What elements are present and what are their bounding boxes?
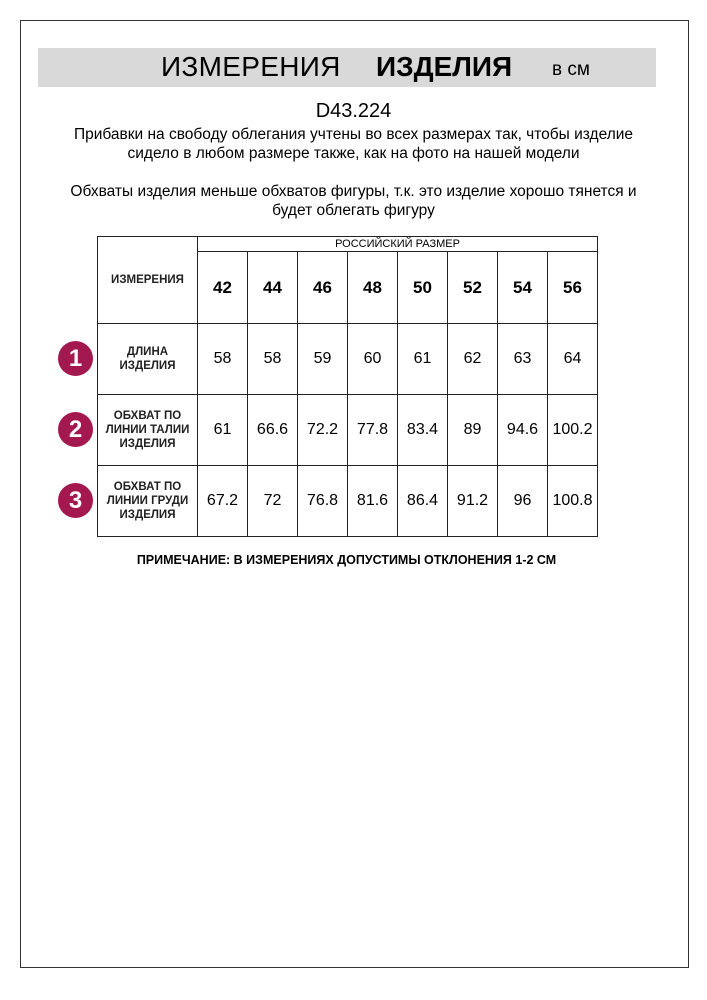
table-cell: 94.6	[497, 394, 548, 466]
table-cell: 61	[197, 394, 248, 466]
title-regular: ИЗМЕРЕНИЯ	[161, 51, 341, 82]
table-cell: 67.2	[197, 465, 248, 537]
page-frame	[20, 20, 689, 968]
row-label: ДЛИНА ИЗДЕЛИЯ	[97, 323, 198, 395]
size-42: 42	[197, 251, 248, 324]
size-56: 56	[547, 251, 598, 324]
table-cell: 100.2	[547, 394, 598, 466]
table-cell: 61	[397, 323, 448, 395]
size-52: 52	[447, 251, 498, 324]
table-cell: 58	[247, 323, 298, 395]
table-cell: 66.6	[247, 394, 298, 466]
size-48: 48	[347, 251, 398, 324]
table-cell: 100.8	[547, 465, 598, 537]
table-cell: 60	[347, 323, 398, 395]
title-bold: ИЗДЕЛИЯ	[376, 51, 513, 82]
size-table: ИЗМЕРЕНИЯ РОССИЙСКИЙ РАЗМЕР 42 44 46 48 50 52…	[97, 236, 598, 537]
table-cell: 76.8	[297, 465, 348, 537]
number-badge: 1	[58, 341, 93, 376]
row-label: ОБХВАТ ПО ЛИНИИ ГРУДИ ИЗДЕЛИЯ	[97, 465, 198, 537]
table-cell: 81.6	[347, 465, 398, 537]
size-header: РОССИЙСКИЙ РАЗМЕР	[197, 236, 598, 252]
table-cell: 77.8	[347, 394, 398, 466]
table-cell: 83.4	[397, 394, 448, 466]
title-unit: в см	[552, 59, 590, 80]
size-54: 54	[497, 251, 548, 324]
title-bar	[38, 48, 656, 87]
table-cell: 86.4	[397, 465, 448, 537]
table-cell: 62	[447, 323, 498, 395]
table-cell: 89	[447, 394, 498, 466]
size-46: 46	[297, 251, 348, 324]
table-cell: 63	[497, 323, 548, 395]
size-44: 44	[247, 251, 298, 324]
table-row: ОБХВАТ ПО ЛИНИИ ГРУДИ ИЗДЕЛИЯ 67.2 72 76.8 8…	[97, 465, 598, 537]
number-badge: 2	[58, 412, 93, 447]
row-label: ОБХВАТ ПО ЛИНИИ ТАЛИИ ИЗДЕЛИЯ	[97, 394, 198, 466]
measure-header: ИЗМЕРЕНИЯ	[97, 236, 198, 324]
table-cell: 72.2	[297, 394, 348, 466]
table-row: ДЛИНА ИЗДЕЛИЯ 58 58 59 60 61 62 63 64	[97, 323, 598, 395]
table-cell: 59	[297, 323, 348, 395]
paragraph-stretch: Обхваты изделия меньше обхватов фигуры, …	[70, 183, 637, 219]
table-row: ОБХВАТ ПО ЛИНИИ ТАЛИИ ИЗДЕЛИЯ 61 66.6 72.2 7…	[97, 394, 598, 466]
table-cell: 96	[497, 465, 548, 537]
number-badge: 3	[58, 483, 93, 518]
note: ПРИМЕЧАНИЕ: В ИЗМЕРЕНИЯХ ДОПУСТИМЫ ОТКЛО…	[136, 553, 557, 567]
paragraph-fit: Прибавки на свободу облегания учтены во …	[73, 126, 634, 162]
size-50: 50	[397, 251, 448, 324]
table-cell: 72	[247, 465, 298, 537]
table-cell: 64	[547, 323, 598, 395]
table-cell: 58	[197, 323, 248, 395]
product-code: D43.224	[315, 100, 392, 122]
table-cell: 91.2	[447, 465, 498, 537]
